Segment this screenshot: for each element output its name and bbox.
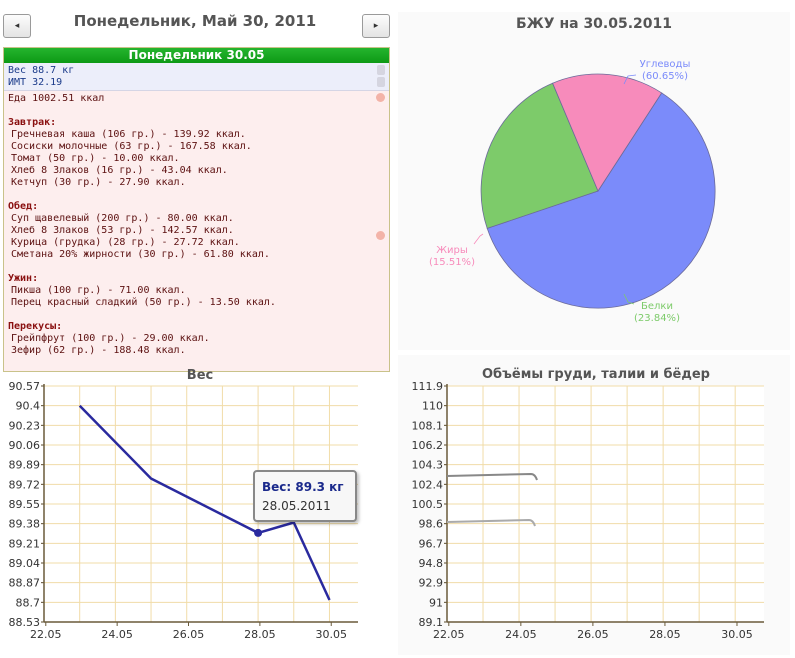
y-tick-label: 88.53 xyxy=(9,616,41,629)
food-item[interactable]: Зефир (62 гр.) - 188.48 ккал. xyxy=(11,345,186,356)
food-diary-panel: Понедельник 30.05 Вес 88.7 кг ИМТ 32.19 … xyxy=(3,47,390,372)
pie-slice xyxy=(486,92,716,309)
food-item[interactable]: Сосиски молочные (63 гр.) - 167.58 ккал. xyxy=(11,141,252,152)
food-item[interactable]: Сметана 20% жирности (30 гр.) - 61.80 кк… xyxy=(11,249,270,260)
y-tick-label: 89.04 xyxy=(9,557,41,570)
pie-slice xyxy=(552,73,663,192)
y-tick-label: 110 xyxy=(422,400,443,413)
pie-label-percent: (15.51%) xyxy=(429,257,475,268)
y-tick-label: 96.7 xyxy=(419,537,444,550)
pie-label-percent: (60.65%) xyxy=(642,71,688,82)
food-item[interactable]: Кетчуп (30 гр.) - 27.90 ккал. xyxy=(11,177,186,188)
y-tick-label: 94.8 xyxy=(419,557,444,570)
weight-highlight-point xyxy=(254,528,263,537)
pie-label-percent: (23.84%) xyxy=(634,313,680,324)
y-tick-label: 88.87 xyxy=(9,577,41,590)
y-tick-label: 89.1 xyxy=(419,616,444,629)
pie-label-name: Жиры xyxy=(436,245,468,256)
x-tick-label: 30.05 xyxy=(721,628,753,641)
y-tick-label: 108.1 xyxy=(412,419,444,432)
diary-header: Понедельник 30.05 xyxy=(4,48,389,63)
food-edit-icon-2[interactable] xyxy=(376,231,385,240)
y-tick-label: 106.2 xyxy=(412,439,444,452)
x-tick-label: 26.05 xyxy=(577,628,609,641)
food-item[interactable]: Томат (50 гр.) - 10.00 ккал. xyxy=(11,153,180,164)
meal-title: Обед: xyxy=(8,201,39,212)
x-tick-label: 28.05 xyxy=(244,628,276,641)
y-tick-label: 89.21 xyxy=(9,537,41,550)
y-tick-label: 89.38 xyxy=(9,518,41,531)
measure-chart-title: Объёмы груди, талии и бёдер xyxy=(482,367,710,382)
weight-chart-title: Вес xyxy=(186,368,214,383)
food-item[interactable]: Перец красный сладкий (50 гр.) - 13.50 к… xyxy=(11,297,276,308)
y-tick-label: 102.4 xyxy=(412,478,444,491)
y-tick-label: 98.6 xyxy=(419,518,444,531)
food-item[interactable]: Хлеб 8 Злаков (16 гр.) - 43.04 ккал. xyxy=(11,165,228,176)
pie-label-name: Углеводы xyxy=(640,59,691,70)
y-tick-label: 89.55 xyxy=(9,498,41,511)
measure-marker-2 xyxy=(446,518,536,527)
y-tick-label: 89.72 xyxy=(9,478,41,491)
body-stats: Вес 88.7 кг ИМТ 32.19 xyxy=(4,63,389,91)
pie-leader-line xyxy=(623,74,637,85)
weight-tooltip: Вес: 89.3 кг 28.05.2011 xyxy=(253,470,357,522)
y-tick-label: 90.23 xyxy=(9,419,41,432)
y-tick-label: 90.4 xyxy=(16,400,41,413)
food-item[interactable]: Курица (грудка) (28 гр.) - 27.72 ккал. xyxy=(11,237,240,248)
y-tick-label: 90.06 xyxy=(9,439,41,452)
pie-slice xyxy=(480,82,599,229)
x-tick-label: 22.05 xyxy=(30,628,62,641)
food-item[interactable]: Гречневая каша (106 гр.) - 139.92 ккал. xyxy=(11,129,246,140)
food-item[interactable]: Суп щавелевый (200 гр.) - 80.00 ккал. xyxy=(11,213,234,224)
meal-title: Ужин: xyxy=(8,273,39,284)
y-tick-label: 104.3 xyxy=(412,459,444,472)
pie-leader-line xyxy=(623,293,635,305)
measure-marker-1 xyxy=(446,472,538,481)
weight-value: Вес 88.7 кг xyxy=(8,65,75,76)
delete-bmi-icon[interactable] xyxy=(377,77,385,87)
y-tick-label: 88.7 xyxy=(16,596,41,609)
x-tick-label: 26.05 xyxy=(173,628,205,641)
pie-chart: Углеводы(60.65%) Белки(23.84%) Жиры(15.51%… xyxy=(429,59,716,324)
pie-label-name: Белки xyxy=(641,301,673,312)
tooltip-value: Вес: 89.3 кг xyxy=(262,480,344,494)
measure-chart: 111.9 110 108.1 106.2 104.3 102.4 100.5 98.6 96.… xyxy=(412,380,764,641)
x-tick-label: 22.05 xyxy=(433,628,465,641)
food-list: Еда 1002.51 ккал Завтрак: Гречневая каша … xyxy=(4,91,389,359)
date-title: Понедельник, Май 30, 2011 xyxy=(73,12,317,30)
y-tick-label: 89.89 xyxy=(9,459,41,472)
y-tick-label: 92.9 xyxy=(419,577,444,590)
x-tick-label: 30.05 xyxy=(315,628,347,641)
y-tick-label: 90.57 xyxy=(9,380,41,393)
pie-chart-title: БЖУ на 30.05.2011 xyxy=(515,16,673,32)
x-tick-label: 24.05 xyxy=(101,628,133,641)
tooltip-date: 28.05.2011 xyxy=(262,499,331,513)
food-total: Еда 1002.51 ккал xyxy=(8,93,105,104)
pie-leader-line xyxy=(473,233,484,245)
y-tick-label: 100.5 xyxy=(412,498,444,511)
x-tick-label: 28.05 xyxy=(649,628,681,641)
next-day-button[interactable]: ▸ xyxy=(362,14,390,38)
delete-weight-icon[interactable] xyxy=(377,65,385,75)
prev-day-button[interactable]: ◂ xyxy=(3,14,31,38)
food-item[interactable]: Пикша (100 гр.) - 71.00 ккал. xyxy=(11,285,186,296)
meals-list: Завтрак: Гречневая каша (106 гр.) - 139.9… xyxy=(8,117,385,357)
meal-title: Перекусы: xyxy=(8,321,63,332)
food-item[interactable]: Хлеб 8 Злаков (53 гр.) - 142.57 ккал. xyxy=(11,225,234,236)
food-edit-icon[interactable] xyxy=(376,93,385,102)
food-item[interactable]: Грейпфрут (100 гр.) - 29.00 ккал. xyxy=(11,333,210,344)
y-tick-label: 111.9 xyxy=(412,380,444,393)
bmi-value: ИМТ 32.19 xyxy=(8,77,63,88)
meal-title: Завтрак: xyxy=(8,117,57,128)
x-tick-label: 24.05 xyxy=(505,628,536,641)
y-tick-label: 91 xyxy=(429,596,443,609)
